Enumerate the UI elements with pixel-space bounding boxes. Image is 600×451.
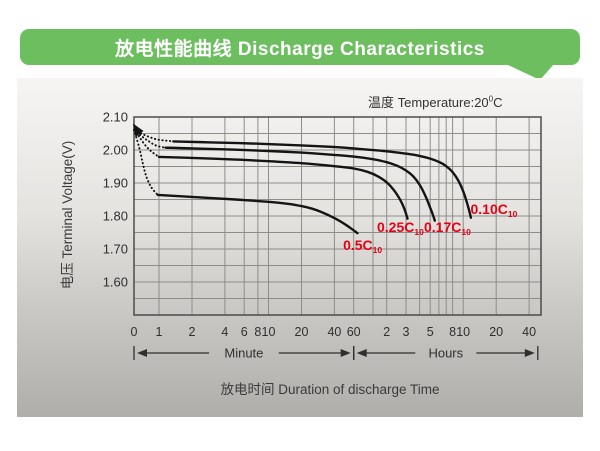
x-tick-label: 5 xyxy=(427,325,434,339)
discharge-curve-0.25C10 xyxy=(157,155,409,220)
x-tick-label: 8 xyxy=(254,325,261,339)
x-tick-label: 20 xyxy=(489,325,503,339)
arrowhead-right-icon xyxy=(524,349,535,357)
curve-label-0.10C10: 0.10C10 xyxy=(471,201,518,219)
degree-symbol: 0 xyxy=(488,94,494,104)
chart-panel xyxy=(17,78,583,417)
arrowhead-left-icon xyxy=(356,349,367,357)
curve-label-0.25C10: 0.25C10 xyxy=(377,219,424,237)
range-label: Hours xyxy=(428,346,463,361)
x-tick-label: 20 xyxy=(295,325,309,339)
curve-label-0.17C10: 0.17C10 xyxy=(424,219,471,237)
curve-lead-dotted-0.25C10 xyxy=(133,128,160,158)
plot-border xyxy=(133,116,542,316)
x-tick-label: 3 xyxy=(403,325,410,339)
origin-marker xyxy=(133,123,144,137)
x-tick-label: 8 xyxy=(449,325,456,339)
x-tick-label: 10 xyxy=(456,325,470,339)
x-tick-label: 4 xyxy=(221,325,228,339)
temperature-label: 温度 Temperature:200C xyxy=(368,92,503,111)
y-tick-label: 1.80 xyxy=(103,209,128,224)
curve-lead-dotted-0.10C10 xyxy=(133,128,175,143)
temperature-text: 温度 Temperature:20 xyxy=(368,95,489,110)
y-tick-label: 1.60 xyxy=(103,275,128,290)
x-tick-label: 40 xyxy=(522,325,536,339)
y-tick-label: 1.90 xyxy=(103,176,128,191)
arrowhead-left-icon xyxy=(137,349,147,357)
header-banner: 放电性能曲线 Discharge Characteristics xyxy=(20,29,580,65)
curve-lead-dotted-0.5C10 xyxy=(133,128,159,196)
x-tick-label: 1 xyxy=(156,325,163,339)
arrowhead-right-icon xyxy=(340,349,351,357)
y-tick-label: 2.00 xyxy=(103,143,128,158)
discharge-curve-0.17C10 xyxy=(164,146,436,222)
x-tick-label: 2 xyxy=(383,325,390,339)
x-tick-label: 10 xyxy=(262,325,276,339)
discharge-curve-0.5C10 xyxy=(156,193,359,235)
page-title: 放电性能曲线 Discharge Characteristics xyxy=(115,38,485,60)
x-tick-label: 60 xyxy=(347,325,361,339)
curve-label-0.5C10: 0.5C10 xyxy=(343,237,382,255)
y-tick-label: 1.70 xyxy=(103,242,128,257)
banner-tail-icon xyxy=(506,64,554,80)
curve-lead-dotted-0.17C10 xyxy=(133,128,167,149)
temperature-unit: C xyxy=(493,95,503,110)
y-tick-label: 2.10 xyxy=(103,110,128,125)
discharge-curve-0.10C10 xyxy=(172,140,473,219)
x-tick-label: 2 xyxy=(189,325,196,339)
x-tick-label: 6 xyxy=(241,325,248,339)
x-tick-label: 0 xyxy=(131,325,138,339)
x-tick-label: 40 xyxy=(327,325,341,339)
range-label: Minute xyxy=(224,346,263,361)
x-axis-caption: 放电时间 Duration of discharge Time xyxy=(220,382,440,397)
